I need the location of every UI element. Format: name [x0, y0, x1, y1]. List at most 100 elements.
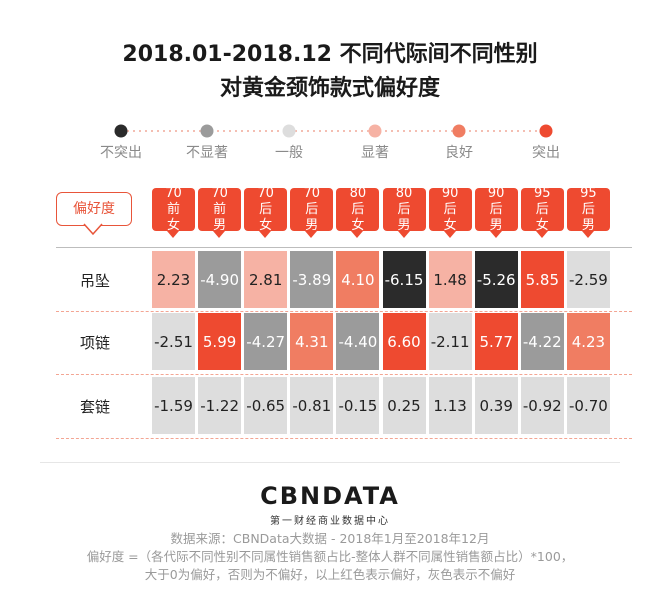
legend: 不突出 不显著 一般 显著 良好 突出 [0, 0, 660, 170]
column-header: 80 后男 [382, 185, 426, 238]
heatmap-cell: 5.85 [520, 251, 564, 308]
heatmap-cell: -1.22 [198, 377, 242, 434]
heatmap-cell: -2.59 [566, 251, 610, 308]
heatmap-cell: 0.39 [474, 377, 518, 434]
column-header-text: 后 [535, 201, 549, 217]
legend-dot [539, 124, 553, 138]
column-header: 70 前男 [198, 185, 242, 238]
legend-label: 显著 [361, 145, 389, 161]
row-separator [56, 311, 632, 312]
cbndata-logo-subtitle: 第一财经商业数据中心 [270, 516, 390, 527]
column-header: 95 后女 [520, 185, 564, 238]
legend-label: 不突出 [100, 145, 142, 161]
heatmap-cell: 5.99 [198, 313, 242, 370]
column-header: 70 前女 [152, 185, 195, 238]
heatmap-cell: 4.23 [566, 313, 610, 370]
column-header-text: 女 [351, 217, 365, 233]
legend-dot [368, 124, 382, 138]
column-header: 95 后男 [566, 185, 610, 238]
column-header-text: 女 [259, 217, 273, 233]
column-header: 80 后女 [336, 185, 380, 238]
column-header-text: 70 [303, 185, 321, 201]
source-note: 数据来源：CBNData大数据 - 2018年1月至2018年12月 [170, 531, 490, 546]
column-header-text: 90 [441, 185, 459, 201]
legend-label: 一般 [275, 145, 303, 161]
column-header: 90 后男 [474, 185, 518, 238]
column-header-text: 男 [305, 217, 319, 233]
heatmap-cell: 1.13 [428, 377, 472, 434]
row-label: 套链 [79, 398, 110, 416]
heatmap-cell: 2.23 [152, 251, 195, 308]
column-header: 70 后男 [290, 185, 334, 238]
column-header-text: 后 [581, 201, 595, 217]
heatmap-cell: -0.92 [520, 377, 564, 434]
heatmap-cell: -1.59 [152, 377, 195, 434]
chart-title-line2: 对黄金颈饰款式偏好度 [219, 76, 440, 101]
row-separator [56, 247, 632, 248]
heatmap-cell: -2.11 [428, 313, 472, 370]
formula-note: 偏好度 =（各代际不同性别不同属性销售额占比-整体人群不同属性销售额占比）*10… [86, 549, 574, 564]
column-header-text: 前 [166, 201, 180, 217]
row-label: 吊坠 [79, 272, 110, 290]
column-header-text: 男 [397, 217, 411, 233]
legend-label: 良好 [445, 145, 473, 161]
column-header-text: 后 [489, 201, 503, 217]
column-header-text: 男 [581, 217, 595, 233]
column-header-text: 女 [166, 217, 180, 233]
column-header: 90 后女 [428, 185, 472, 238]
heatmap-cell: -0.15 [336, 377, 380, 434]
column-header-text: 后 [443, 201, 457, 217]
column-header-text: 80 [349, 185, 367, 201]
heatmap-cell: 2.81 [244, 251, 288, 308]
legend-label: 突出 [532, 145, 560, 161]
legend-dot [282, 124, 296, 138]
footer-divider [40, 462, 620, 463]
heatmap-cell: 0.25 [382, 377, 426, 434]
heatmap-cell: -3.89 [290, 251, 334, 308]
column-header-text: 70 [257, 185, 274, 201]
column-header-text: 前 [213, 201, 227, 217]
chart-title-line1: 2018.01-2018.12 不同代际间不同性别 [122, 42, 538, 67]
column-header-text: 男 [489, 217, 503, 233]
heatmap-cell: 6.60 [382, 313, 426, 370]
legend-label: 不显著 [186, 145, 228, 161]
heatmap-cell: -5.26 [474, 251, 518, 308]
column-header-text: 70 [211, 185, 228, 201]
heatmap-cell: -0.81 [290, 377, 334, 434]
row-separator [56, 438, 632, 439]
heatmap-cell: -2.51 [152, 313, 195, 370]
heatmap-cell: 5.77 [474, 313, 518, 370]
column-header: 70 后女 [244, 185, 288, 238]
heatmap-cell: -4.90 [198, 251, 242, 308]
heatmap-cell: -0.70 [566, 377, 610, 434]
column-header-text: 后 [351, 201, 365, 217]
row-label: 项链 [79, 334, 110, 352]
column-header-text: 女 [535, 217, 549, 233]
column-header-text: 女 [443, 217, 457, 233]
heatmap-cell: -4.27 [244, 313, 288, 370]
heatmap-cell: -0.65 [244, 377, 288, 434]
column-header-text: 后 [397, 201, 411, 217]
legend-dot [114, 124, 128, 138]
heatmap-cell: -4.40 [336, 313, 380, 370]
legend-scale [114, 124, 553, 138]
column-header-text: 后 [259, 201, 273, 217]
column-header-text: 95 [580, 185, 597, 201]
legend-note: 大于0为偏好，否则为不偏好，以上红色表示偏好，灰色表示不偏好 [144, 567, 516, 582]
heatmap-cell: -4.22 [520, 313, 564, 370]
column-header-text: 男 [213, 217, 227, 233]
column-header-text: 后 [305, 201, 319, 217]
column-header-text: 90 [487, 185, 505, 201]
heatmap-cell: 4.10 [336, 251, 380, 308]
column-header-text: 95 [534, 185, 551, 201]
heatmap-cell: 4.31 [290, 313, 334, 370]
column-header-text: 70 [165, 185, 182, 201]
row-separator [56, 374, 632, 375]
heatmap-cell: -6.15 [382, 251, 426, 308]
heatmap-cell: 1.48 [428, 251, 472, 308]
preference-label: 偏好度 [56, 192, 132, 226]
column-header-text: 80 [395, 185, 413, 201]
legend-dot [452, 124, 466, 138]
cbndata-logo: CBNDATA [260, 482, 400, 510]
legend-dot [200, 124, 214, 138]
